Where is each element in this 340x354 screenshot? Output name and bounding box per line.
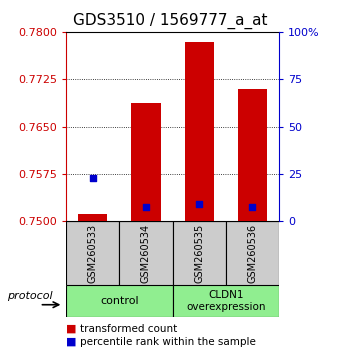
Text: protocol: protocol — [7, 291, 52, 301]
Text: transformed count: transformed count — [80, 324, 177, 333]
Bar — [238, 88, 267, 221]
Text: ■: ■ — [66, 324, 77, 333]
Text: GDS3510 / 1569777_a_at: GDS3510 / 1569777_a_at — [73, 12, 267, 29]
FancyBboxPatch shape — [173, 221, 226, 285]
Point — [250, 205, 255, 210]
Text: GSM260536: GSM260536 — [247, 223, 257, 283]
Bar — [131, 103, 160, 221]
Bar — [185, 42, 214, 221]
Point — [143, 204, 149, 210]
FancyBboxPatch shape — [66, 221, 119, 285]
Text: GSM260535: GSM260535 — [194, 223, 204, 283]
Text: control: control — [100, 296, 139, 306]
Point — [90, 176, 96, 181]
Text: GSM260533: GSM260533 — [88, 223, 98, 283]
FancyBboxPatch shape — [66, 285, 173, 317]
Text: GSM260534: GSM260534 — [141, 223, 151, 283]
FancyBboxPatch shape — [119, 221, 173, 285]
FancyBboxPatch shape — [173, 285, 279, 317]
Bar — [78, 214, 107, 221]
Text: CLDN1
overexpression: CLDN1 overexpression — [186, 290, 266, 312]
FancyBboxPatch shape — [226, 221, 279, 285]
Text: percentile rank within the sample: percentile rank within the sample — [80, 337, 256, 347]
Point — [197, 201, 202, 207]
Text: ■: ■ — [66, 337, 77, 347]
